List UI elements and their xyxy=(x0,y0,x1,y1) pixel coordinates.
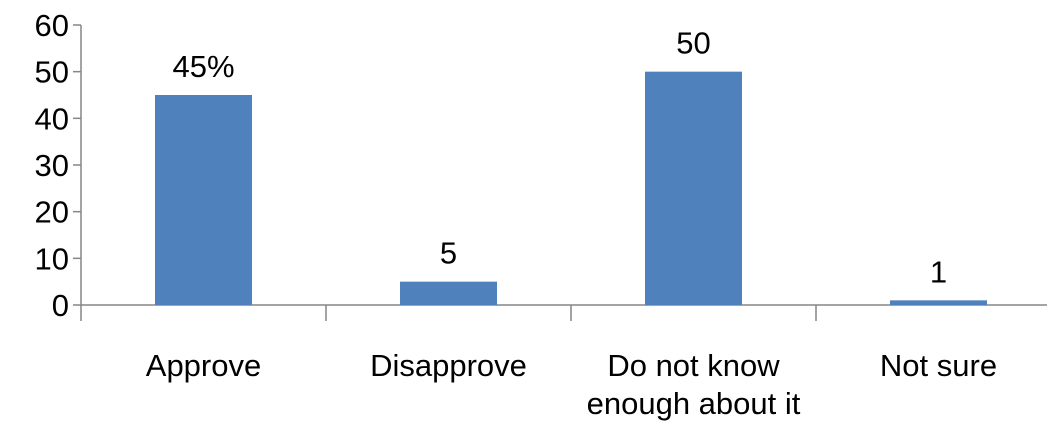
bars xyxy=(155,71,987,306)
y-tick-label: 10 xyxy=(35,241,69,276)
y-axis: 0 10 20 30 40 50 60 xyxy=(35,8,82,323)
x-tick-label: Approve xyxy=(146,348,261,383)
y-tick-label: 60 xyxy=(35,8,69,43)
data-label: 5 xyxy=(440,236,457,271)
bar xyxy=(155,95,252,305)
x-axis: Approve Disapprove Do not know enough about… xyxy=(80,304,1047,421)
y-tick-label: 40 xyxy=(35,101,69,136)
x-tick-label: Not sure xyxy=(880,348,997,383)
y-tick-label: 50 xyxy=(35,55,69,90)
data-labels: 45% 5 50 1 xyxy=(172,26,947,290)
x-tick-label: Do not know enough about it xyxy=(587,348,801,421)
y-tick-label: 30 xyxy=(35,148,69,183)
data-label: 1 xyxy=(930,254,947,289)
bar xyxy=(645,71,742,306)
bar xyxy=(400,281,497,305)
x-tick-label: Disapprove xyxy=(370,348,527,383)
y-tick-label: 0 xyxy=(52,288,69,323)
bar xyxy=(890,300,987,305)
data-label: 45% xyxy=(172,49,234,84)
y-tick-label: 20 xyxy=(35,195,69,230)
data-label: 50 xyxy=(676,26,710,61)
